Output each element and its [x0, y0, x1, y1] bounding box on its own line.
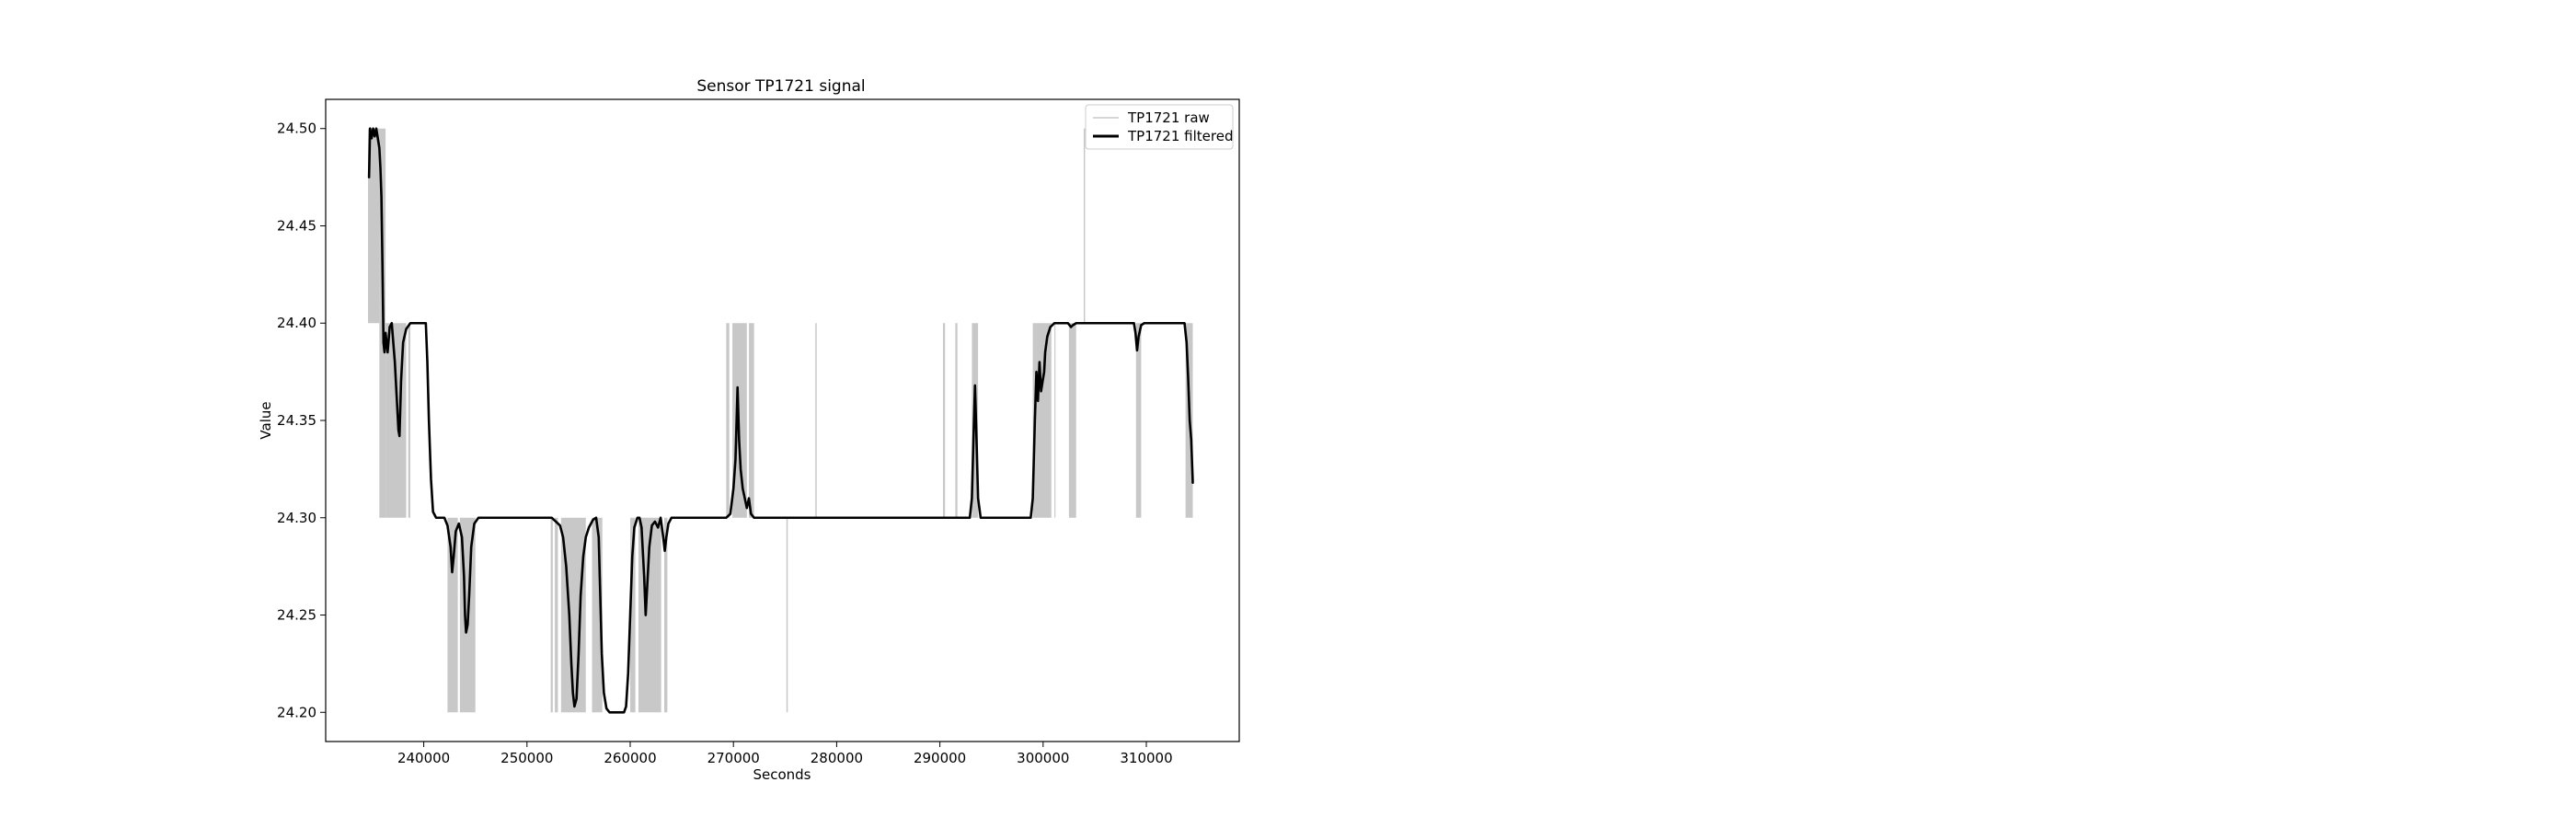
- x-tick-label: 250000: [500, 750, 553, 766]
- legend-label-filtered: TP1721 filtered: [1127, 128, 1233, 144]
- raw-oscillation-band: [555, 517, 558, 713]
- legend: TP1721 raw TP1721 filtered: [1085, 104, 1234, 150]
- x-tick-label: 280000: [811, 750, 863, 766]
- x-tick-label: 240000: [397, 750, 450, 766]
- legend-frame: [1085, 104, 1234, 150]
- raw-oscillation-band: [550, 517, 553, 713]
- y-tick-label: 24.30: [277, 510, 316, 526]
- raw-oscillation-band: [630, 517, 636, 713]
- raw-oscillation-band: [447, 517, 458, 713]
- raw-oscillation-band: [942, 323, 946, 518]
- x-tick-label: 260000: [604, 750, 656, 766]
- y-tick-label: 24.20: [277, 704, 316, 720]
- x-tick-label: 270000: [707, 750, 760, 766]
- y-axis: 24.20 24.25 24.30 24.35 24.40 24.45 24.50: [277, 121, 326, 720]
- y-tick-label: 24.45: [277, 217, 316, 234]
- raw-oscillation-band: [408, 323, 411, 518]
- raw-oscillation-band: [1054, 323, 1056, 518]
- y-axis-label: Value: [258, 401, 274, 439]
- x-tick-label: 290000: [914, 750, 966, 766]
- filtered-series: [367, 127, 1194, 714]
- x-tick-label: 310000: [1120, 750, 1172, 766]
- raw-oscillation-band: [1135, 323, 1142, 518]
- x-tick-label: 300000: [1017, 750, 1069, 766]
- plot-area: [325, 98, 1240, 742]
- filtered-line: [367, 127, 1194, 714]
- raw-oscillation-band: [749, 323, 754, 518]
- raw-oscillation-band: [368, 128, 380, 324]
- plot-background: [326, 99, 1239, 742]
- raw-oscillation-band: [664, 517, 668, 713]
- y-tick-label: 24.40: [277, 315, 316, 331]
- raw-oscillation-band: [592, 517, 603, 713]
- y-tick-label: 24.35: [277, 412, 316, 429]
- x-axis: 240000 250000 260000 270000 280000 290000 3000…: [397, 742, 1173, 766]
- y-tick-label: 24.25: [277, 607, 316, 624]
- legend-label-raw: TP1721 raw: [1127, 109, 1210, 126]
- x-axis-label: Seconds: [753, 766, 811, 783]
- raw-oscillation-band: [955, 323, 958, 518]
- raw-oscillation-band: [726, 323, 730, 518]
- y-tick-label: 24.50: [277, 121, 316, 137]
- raw-oscillation-band: [1068, 323, 1076, 518]
- chart-title: Sensor TP1721 signal: [696, 77, 865, 96]
